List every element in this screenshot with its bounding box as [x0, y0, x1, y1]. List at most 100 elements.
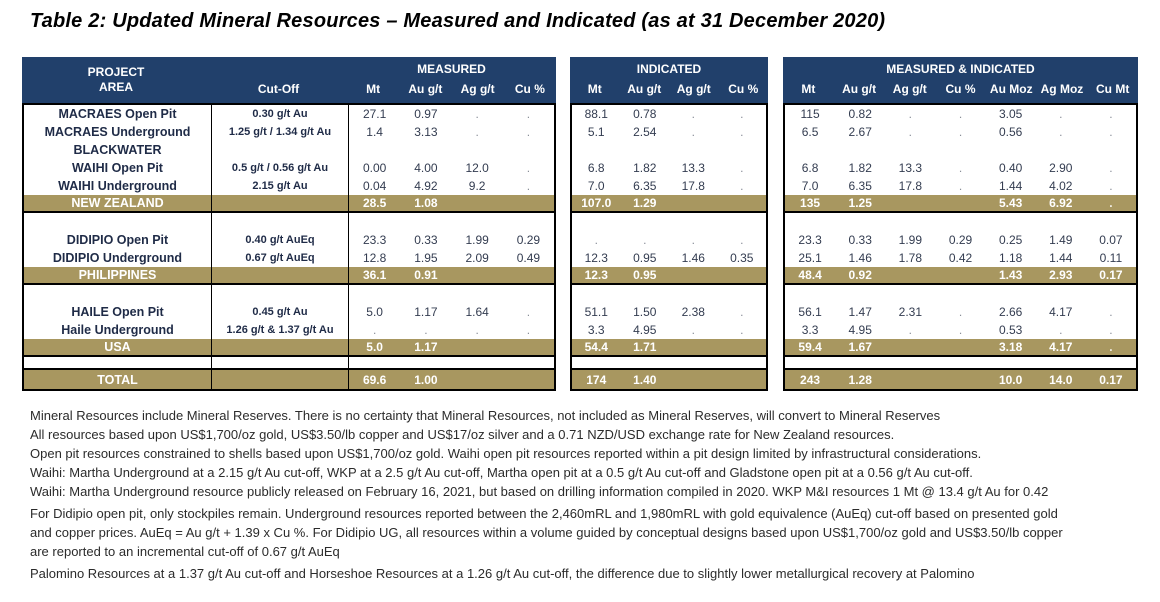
- value-cell: 0.04: [362, 179, 387, 193]
- column-header: Cu %: [728, 82, 759, 96]
- spacer-row: [572, 285, 766, 303]
- value-cell: 1.43: [998, 268, 1023, 282]
- value-cell: 10.0: [998, 372, 1023, 387]
- value-cell: 12.8: [362, 251, 387, 265]
- value-cell: .: [958, 323, 963, 337]
- value-cell: 1.44: [1049, 251, 1073, 265]
- value-cell: 88.1: [584, 107, 608, 121]
- column-header: Mt: [587, 82, 602, 96]
- value-cell: 0.29: [516, 233, 541, 247]
- value-cell: .: [958, 305, 963, 319]
- value-cell: 27.1: [362, 107, 387, 121]
- value-cell: 1.17: [414, 305, 438, 319]
- project-area-cell: PHILIPPINES: [24, 267, 212, 283]
- spacer-row: [785, 213, 1136, 231]
- indicated-column-labels: Mt Au g/t Ag g/t Cu %: [570, 82, 768, 103]
- value-cell: 1.50: [633, 305, 657, 319]
- value-cell: 59.4: [798, 340, 822, 354]
- value-cell: 3.18: [998, 340, 1023, 354]
- indicated-table: INDICATED Mt Au g/t Ag g/t Cu % 88.1 0.78.. 5…: [570, 57, 768, 391]
- column-header: Mt: [801, 82, 816, 96]
- spacer-row: [24, 213, 554, 231]
- value-cell: 0.92: [848, 268, 872, 282]
- value-cell: 6.35: [848, 179, 872, 193]
- cutoff-header: Cut-Off: [257, 82, 300, 96]
- value-cell: .: [740, 179, 744, 193]
- value-cell: 4.00: [414, 161, 438, 175]
- column-header: Mt: [366, 82, 381, 96]
- value-cell: .: [1109, 340, 1113, 354]
- footnote-line: For Didipio open pit, only stockpiles re…: [30, 506, 1058, 521]
- value-cell: 5.0: [366, 340, 383, 354]
- project-area-cell: WAIHI Open Pit: [24, 159, 212, 177]
- project-area-cell: [24, 213, 212, 231]
- cutoff-cell: [212, 357, 349, 368]
- footnotes: Mineral Resources include Mineral Reserv…: [30, 406, 1155, 583]
- cutoff-cell: 0.67 g/t AuEq: [212, 249, 349, 267]
- value-cell: 3.3: [801, 323, 819, 337]
- value-cell: 1.82: [848, 161, 872, 175]
- value-cell: 1.67: [848, 340, 872, 354]
- measured-column-labels: Mt Au g/t Ag g/t Cu %: [347, 82, 556, 103]
- spacer-row: [785, 285, 1136, 303]
- value-cell: 5.43: [998, 196, 1023, 210]
- column-header: Cu Mt: [1096, 82, 1130, 96]
- footnote-line: All resources based upon US$1,700/oz gol…: [30, 427, 895, 442]
- project-area-cell: MACRAES Underground: [24, 123, 212, 141]
- value-cell: .: [908, 107, 913, 121]
- value-cell: 1.18: [998, 251, 1023, 265]
- measured-indicated-table-body: 115 0.82.. 3.05.. 6.5 2.67.. 0.56.. 6.8 1.82 13.…: [783, 103, 1138, 391]
- value-cell: 5.0: [366, 305, 383, 319]
- value-cell: .: [526, 305, 531, 319]
- project-header-line1: PROJECT: [87, 65, 145, 79]
- spacer-row: [24, 357, 554, 370]
- value-cell: 12.3: [584, 268, 608, 282]
- cutoff-cell: [212, 213, 349, 231]
- value-cell: 23.3: [362, 233, 387, 247]
- value-cell: 1.28: [848, 372, 872, 387]
- value-cell: 0.49: [516, 251, 541, 265]
- subtotal-row: 59.4 1.67 3.18 4.17.: [785, 339, 1136, 357]
- cutoff-cell: 0.5 g/t / 0.56 g/t Au: [212, 159, 349, 177]
- indicated-table-header: INDICATED Mt Au g/t Ag g/t Cu %: [570, 57, 768, 103]
- value-cell: 13.3: [681, 161, 705, 175]
- table-row: DIDIPIO Underground 0.67 g/t AuEq 12.8 1.95…: [24, 249, 554, 267]
- value-cell: .: [475, 323, 479, 337]
- footnote-line: Mineral Resources include Mineral Reserv…: [30, 408, 941, 423]
- indicated-group-header: INDICATED Mt Au g/t Ag g/t Cu %: [570, 57, 768, 103]
- cutoff-cell: 0.40 g/t AuEq: [212, 231, 349, 249]
- value-cell: .: [475, 107, 479, 121]
- value-cell: .: [526, 323, 531, 337]
- value-cell: .: [908, 323, 913, 337]
- value-cell: 69.6: [362, 372, 387, 387]
- footnote-line: Waihi: Martha Underground resource publi…: [30, 484, 1049, 499]
- cutoff-cell: 1.26 g/t & 1.37 g/t Au: [212, 321, 349, 339]
- project-area-cell: Haile Underground: [24, 321, 212, 339]
- value-cell: 5.1: [587, 125, 605, 139]
- column-header: Ag g/t: [460, 82, 495, 96]
- table-row: 3.3 4.95..: [572, 321, 766, 339]
- value-cell: 243: [800, 372, 821, 387]
- value-cell: .: [740, 161, 744, 175]
- table-row: MACRAES Underground 1.25 g/t / 1.34 g/t A…: [24, 123, 554, 141]
- measured-indicated-column-labels: Mt Au g/t Ag g/t Cu % Au Moz Ag Moz Cu Mt: [783, 82, 1138, 103]
- value-cell: .: [1109, 161, 1113, 175]
- value-cell: 0.17: [1099, 372, 1123, 387]
- measured-group-label: MEASURED: [417, 62, 486, 76]
- value-cell: .: [691, 233, 695, 247]
- project-area-cell: WAIHI Underground: [24, 177, 212, 195]
- measured-table-header: PROJECT AREA Cut-Off MEASURED Mt Au g/t Ag…: [22, 57, 556, 103]
- project-area-cell: [24, 285, 212, 303]
- value-cell: 51.1: [584, 305, 608, 319]
- table-row: 6.5 2.67.. 0.56..: [785, 123, 1136, 141]
- value-cell: .: [740, 233, 744, 247]
- value-cell: .: [1109, 107, 1113, 121]
- value-cell: 1.4: [366, 125, 383, 139]
- table-row: MACRAES Open Pit 0.30 g/t Au 27.1 0.97..: [24, 105, 554, 123]
- value-cell: 4.95: [633, 323, 657, 337]
- value-cell: 1.47: [848, 305, 872, 319]
- table-row: 56.1 1.47 2.31. 2.66 4.17.: [785, 303, 1136, 321]
- value-cell: .: [1109, 179, 1113, 193]
- footnote-line: and copper prices. AuEq = Au g/t + 1.39 …: [30, 525, 1063, 540]
- value-cell: 1.46: [848, 251, 872, 265]
